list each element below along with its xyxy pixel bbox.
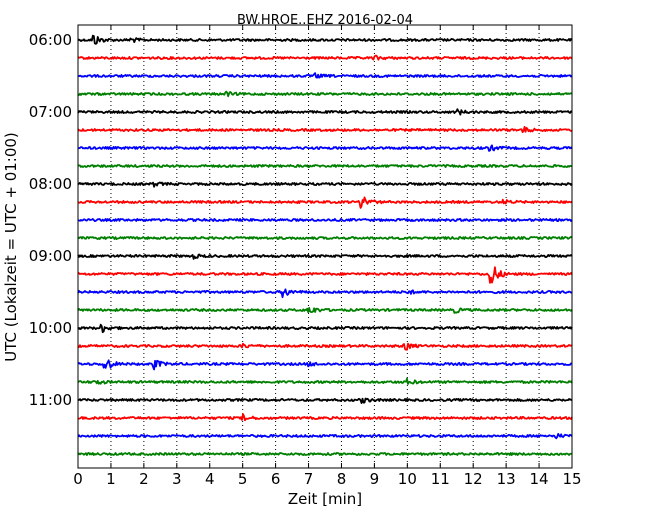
seismic-trace: [77, 236, 573, 240]
x-tick-label: 0: [73, 470, 83, 488]
y-tick-label: 06:00: [29, 31, 72, 49]
seismic-trace: [77, 266, 573, 284]
seismic-trace: [77, 108, 573, 116]
x-tick-label: 11: [431, 470, 450, 488]
seismic-trace: [77, 72, 573, 79]
x-tick-label: 15: [562, 470, 581, 488]
x-tick-label: 13: [497, 470, 516, 488]
seismic-trace: [77, 90, 573, 98]
seismic-trace: [77, 377, 573, 385]
seismic-trace: [77, 323, 573, 334]
trace-group: [77, 34, 573, 456]
y-axis-label: UTC (Lokalzeit = UTC + 01:00): [2, 132, 20, 362]
x-tick-label: 14: [530, 470, 549, 488]
seismic-trace: [77, 218, 573, 222]
seismic-trace: [77, 307, 573, 314]
x-tick-label: 10: [398, 470, 417, 488]
x-tick-label: 8: [337, 470, 347, 488]
x-tick-label: 1: [106, 470, 116, 488]
seismic-trace: [77, 181, 573, 188]
seismic-trace: [77, 54, 573, 61]
y-tick-label: 09:00: [29, 247, 72, 265]
seismic-trace: [77, 452, 573, 456]
seismic-trace: [77, 359, 573, 371]
y-tick-label: 07:00: [29, 103, 72, 121]
x-tick-label: 6: [271, 470, 281, 488]
y-axis-ticks: 06:00 07:00 08:00 09:00 10:00 11:00: [29, 31, 572, 409]
seismic-trace: [77, 433, 573, 440]
x-tick-label: 9: [370, 470, 380, 488]
x-tick-label: 5: [238, 470, 248, 488]
seismic-trace: [77, 125, 573, 134]
x-tick-label: 2: [139, 470, 149, 488]
x-tick-label: 4: [205, 470, 215, 488]
seismic-trace: [77, 342, 573, 351]
seismic-trace: [77, 397, 573, 405]
x-tick-label: 12: [464, 470, 483, 488]
chart-title: BW.HROE..EHZ 2016-02-04: [237, 13, 413, 28]
y-tick-label: 08:00: [29, 175, 72, 193]
y-tick-label: 11:00: [29, 391, 72, 409]
seismic-trace: [77, 164, 573, 168]
seismic-trace: [77, 413, 573, 422]
plot-frame: [77, 24, 573, 469]
seismic-trace: [77, 288, 573, 299]
x-tick-label: 3: [172, 470, 182, 488]
seismic-trace: [77, 196, 573, 209]
x-axis-label: Zeit [min]: [288, 490, 362, 508]
x-axis-ticks: 0 1 2 3 4 5 6 7 8 9 10 11 12 13 14 15: [73, 25, 582, 488]
seismic-trace: [77, 253, 573, 260]
seismic-trace: [77, 144, 573, 152]
y-tick-label: 10:00: [29, 319, 72, 337]
x-tick-label: 7: [304, 470, 314, 488]
seismic-trace: [77, 34, 573, 45]
